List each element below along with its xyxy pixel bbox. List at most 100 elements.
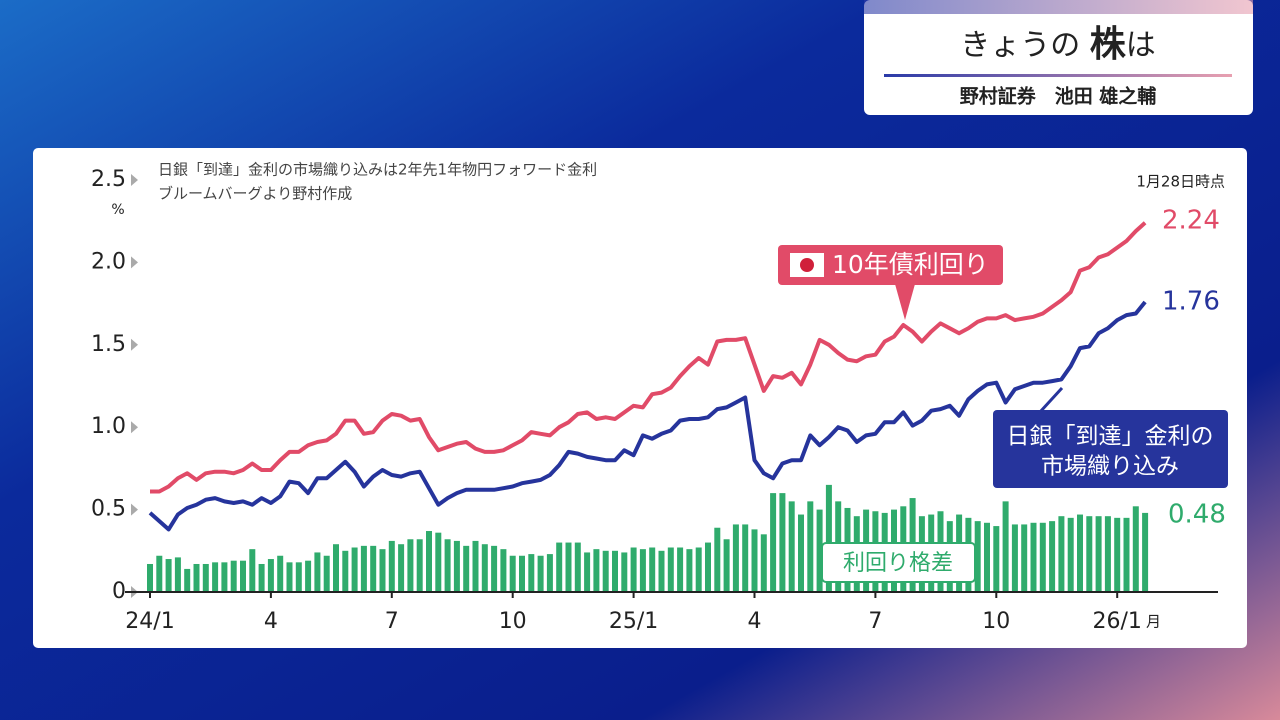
bar	[732, 524, 739, 592]
bar	[221, 562, 228, 592]
x-unit: 月	[1146, 613, 1161, 631]
bar	[705, 542, 711, 592]
bar	[593, 549, 600, 592]
header-title: きょうの 株は	[960, 24, 1156, 65]
line	[150, 221, 1147, 494]
line	[148, 300, 1147, 532]
bar	[1095, 516, 1102, 592]
end-value-label: 2.24	[1162, 205, 1220, 235]
bar	[370, 545, 377, 592]
bar	[574, 542, 581, 592]
bar	[435, 532, 442, 592]
bar	[825, 484, 832, 592]
bar	[184, 568, 191, 592]
bar	[565, 542, 572, 592]
callout-box	[993, 410, 1228, 488]
bar	[463, 545, 470, 592]
bar	[1011, 524, 1018, 592]
y-tick-label: 0.5	[91, 497, 126, 522]
bar	[491, 545, 498, 592]
bar	[230, 560, 237, 592]
bar	[258, 563, 265, 592]
bar	[528, 554, 535, 592]
y-tick-label: 1.0	[91, 414, 126, 439]
header-rule	[884, 74, 1232, 77]
bar	[1021, 524, 1028, 592]
as-of: 1月28日時点	[1136, 173, 1225, 191]
bar	[798, 514, 804, 592]
y-tick-label: 2.5	[91, 167, 126, 192]
header-panel	[864, 0, 1253, 115]
bar	[165, 559, 172, 592]
chart: 日銀「到達」金利の市場織り込みは2年先1年物円フォワード金利 ブルームバーグより…	[111, 161, 1225, 631]
bar	[602, 550, 609, 592]
bar	[481, 544, 488, 592]
legend-label: 利回り格差	[843, 551, 953, 576]
y-tick-label: 2.0	[91, 249, 126, 274]
bar	[193, 563, 200, 592]
bar	[295, 562, 302, 592]
y-tick-mark	[131, 503, 138, 516]
bar	[770, 493, 777, 592]
end-value-label: 1.76	[1162, 286, 1220, 316]
x-tick-label: 24/1	[125, 609, 174, 634]
legend-label: 市場織り込み	[1041, 454, 1179, 480]
bar	[621, 552, 628, 592]
bar	[686, 549, 693, 592]
bar	[639, 549, 646, 592]
bar	[779, 493, 786, 592]
x-tick-label: 26/1	[1092, 609, 1141, 634]
y-unit: %	[111, 202, 124, 218]
end-value-label: 0.48	[1168, 499, 1226, 529]
note: ブルームバーグより野村作成	[158, 185, 352, 203]
bar	[212, 562, 219, 592]
x-tick-label: 10	[499, 609, 527, 634]
callout-box	[821, 542, 976, 583]
bar	[277, 555, 284, 592]
callout-box	[778, 245, 1003, 285]
bar	[416, 539, 423, 592]
bar	[174, 557, 181, 592]
bar	[1123, 517, 1130, 592]
x-tick-label: 7	[868, 609, 882, 634]
bar	[612, 550, 618, 592]
bar	[630, 547, 637, 592]
bar	[1142, 512, 1149, 592]
y-tick-mark	[131, 256, 138, 269]
bar	[249, 549, 256, 592]
bar	[509, 555, 516, 592]
header-stripe	[864, 0, 1253, 14]
bar	[556, 542, 563, 592]
bar	[714, 527, 721, 592]
bar	[519, 555, 525, 592]
x-tick-label: 10	[982, 609, 1010, 634]
legend-label: 10年債利回り	[832, 250, 989, 279]
flag-disc	[800, 258, 814, 272]
bar	[267, 559, 274, 592]
y-tick-mark	[131, 338, 138, 351]
bar	[807, 501, 814, 592]
bar	[240, 560, 246, 592]
bar	[788, 501, 795, 592]
y-tick-mark	[131, 174, 138, 186]
bar	[677, 547, 684, 592]
bar	[984, 522, 990, 592]
title-part: は	[1126, 28, 1156, 63]
bar	[156, 555, 163, 592]
bar	[323, 555, 330, 592]
legend-label: 日銀「到達」金利の	[1007, 424, 1214, 450]
bar	[202, 563, 209, 592]
bar	[1067, 517, 1074, 592]
bar	[649, 547, 656, 592]
title-part: 株	[1090, 24, 1127, 65]
bar	[816, 509, 823, 592]
bar	[444, 539, 451, 592]
bar	[379, 549, 386, 592]
bar	[1114, 517, 1121, 592]
x-tick-label: 25/1	[609, 609, 658, 634]
x-tick-label: 7	[385, 609, 399, 634]
bar	[333, 544, 339, 592]
bar	[147, 563, 153, 592]
